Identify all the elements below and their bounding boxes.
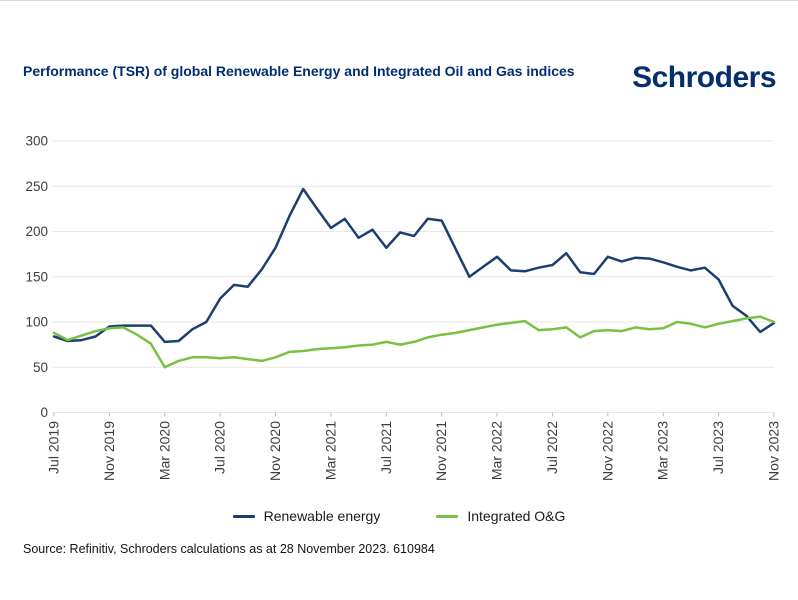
- y-tick-label: 100: [25, 315, 48, 330]
- x-tick-label: Jul 2023: [710, 421, 726, 474]
- y-tick-label: 0: [40, 405, 48, 420]
- series-line-integrated-o-g: [52, 315, 776, 369]
- legend-item-integrated-o-g: Integrated O&G: [436, 508, 565, 524]
- x-tick-label: Nov 2023: [766, 421, 782, 481]
- y-axis-labels: 0 50 100 150 200 250 300: [25, 134, 48, 421]
- y-gridlines: [53, 140, 774, 413]
- x-tick-label: Nov 2022: [599, 421, 615, 481]
- legend-label: Integrated O&G: [467, 508, 566, 524]
- x-tick-label: Jul 2019: [46, 421, 62, 474]
- legend-item-renewable-energy: Renewable energy: [232, 508, 381, 524]
- y-tick-label: 150: [25, 269, 48, 284]
- source-note: Source: Refinitiv, Schroders calculation…: [23, 542, 435, 556]
- x-tick-label: Mar 2021: [322, 421, 338, 480]
- legend-label: Renewable energy: [263, 508, 381, 524]
- x-axis-labels: Jul 2019 Nov 2019 Mar 2020 Jul 2020 Nov 2020…: [46, 412, 782, 481]
- x-tick-label: Mar 2023: [655, 421, 671, 480]
- x-tick-label: Mar 2022: [489, 421, 505, 480]
- x-tick-label: Mar 2020: [156, 421, 172, 480]
- y-tick-label: 250: [25, 179, 48, 194]
- schroders-logo: Schroders: [632, 61, 776, 94]
- legend-swatch-renewable-energy: [232, 514, 255, 518]
- y-tick-label: 50: [33, 360, 48, 375]
- x-tick-label: Nov 2021: [433, 421, 449, 481]
- chart-legend: Renewable energy Integrated O&G: [0, 504, 798, 528]
- x-tick-label: Jul 2021: [378, 421, 394, 474]
- series-line-renewable-energy: [52, 187, 776, 344]
- y-tick-label: 200: [25, 224, 48, 239]
- legend-swatch-integrated-o-g: [436, 514, 459, 518]
- y-tick-label: 300: [25, 134, 48, 149]
- x-tick-label: Nov 2020: [267, 421, 283, 481]
- x-tick-label: Jul 2022: [544, 421, 560, 474]
- x-tick-label: Nov 2019: [101, 421, 117, 481]
- x-tick-label: Jul 2020: [212, 421, 228, 474]
- chart-title: Performance (TSR) of global Renewable En…: [23, 63, 575, 79]
